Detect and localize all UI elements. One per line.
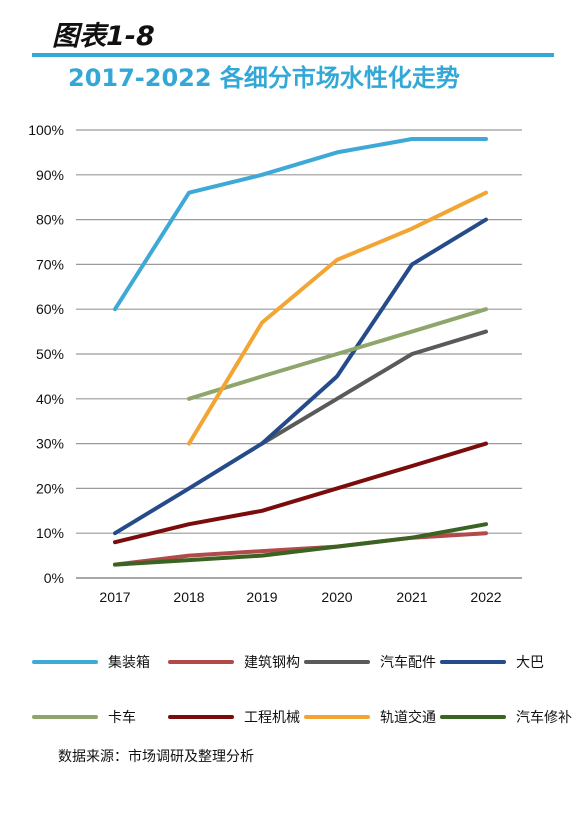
legend-label: 轨道交通 — [380, 710, 436, 726]
figure-label: 图表1-8 — [52, 21, 155, 52]
x-tick-label: 2019 — [246, 589, 277, 605]
x-tick-label: 2021 — [396, 589, 427, 605]
legend-label: 集装箱 — [108, 655, 150, 671]
legend-item: 汽车配件 — [304, 652, 436, 672]
series-line-2 — [260, 329, 488, 446]
legend-label: 建筑钢构 — [244, 655, 300, 671]
legend-item: 大巴 — [440, 652, 544, 672]
legend-swatch — [304, 715, 370, 719]
y-tick-label: 70% — [36, 256, 64, 272]
legend-item: 工程机械 — [168, 707, 300, 727]
series-line-4 — [187, 307, 488, 401]
title-divider — [32, 53, 554, 57]
y-tick-label: 90% — [36, 167, 64, 183]
y-tick-label: 50% — [36, 346, 64, 362]
legend-swatch — [168, 660, 234, 664]
x-tick-label: 2022 — [470, 589, 501, 605]
y-tick-label: 100% — [28, 122, 64, 138]
legend-item: 汽车修补 — [440, 707, 572, 727]
series-line-3 — [113, 217, 488, 536]
legend-item: 轨道交通 — [304, 707, 436, 727]
legend-label: 工程机械 — [244, 710, 300, 726]
series-line-7 — [113, 522, 488, 567]
series-line-0 — [113, 137, 488, 312]
legend-label: 大巴 — [516, 655, 544, 671]
x-tick-label: 2018 — [173, 589, 204, 605]
legend-swatch — [32, 715, 98, 719]
legend-swatch — [168, 715, 234, 719]
legend-label: 汽车配件 — [380, 655, 436, 671]
y-tick-label: 0% — [44, 570, 64, 586]
chart-title: 2017-2022 各细分市场水性化走势 — [68, 64, 460, 92]
legend-swatch — [304, 660, 370, 664]
y-tick-label: 20% — [36, 480, 64, 496]
y-tick-label: 40% — [36, 391, 64, 407]
y-tick-label: 30% — [36, 436, 64, 452]
series-line-5 — [113, 441, 488, 545]
series-line-6 — [187, 190, 488, 446]
x-tick-label: 2020 — [321, 589, 352, 605]
legend-label: 卡车 — [108, 710, 136, 726]
y-tick-label: 80% — [36, 212, 64, 228]
legend-item: 集装箱 — [32, 652, 150, 672]
legend-swatch — [440, 715, 506, 719]
y-tick-label: 60% — [36, 301, 64, 317]
x-tick-label: 2017 — [99, 589, 130, 605]
legend-label: 汽车修补 — [516, 710, 572, 726]
legend-item: 卡车 — [32, 707, 136, 727]
legend-swatch — [440, 660, 506, 664]
source-note: 数据来源：市场调研及整理分析 — [58, 749, 254, 765]
y-tick-label: 10% — [36, 525, 64, 541]
legend-item: 建筑钢构 — [168, 652, 300, 672]
legend-swatch — [32, 660, 98, 664]
